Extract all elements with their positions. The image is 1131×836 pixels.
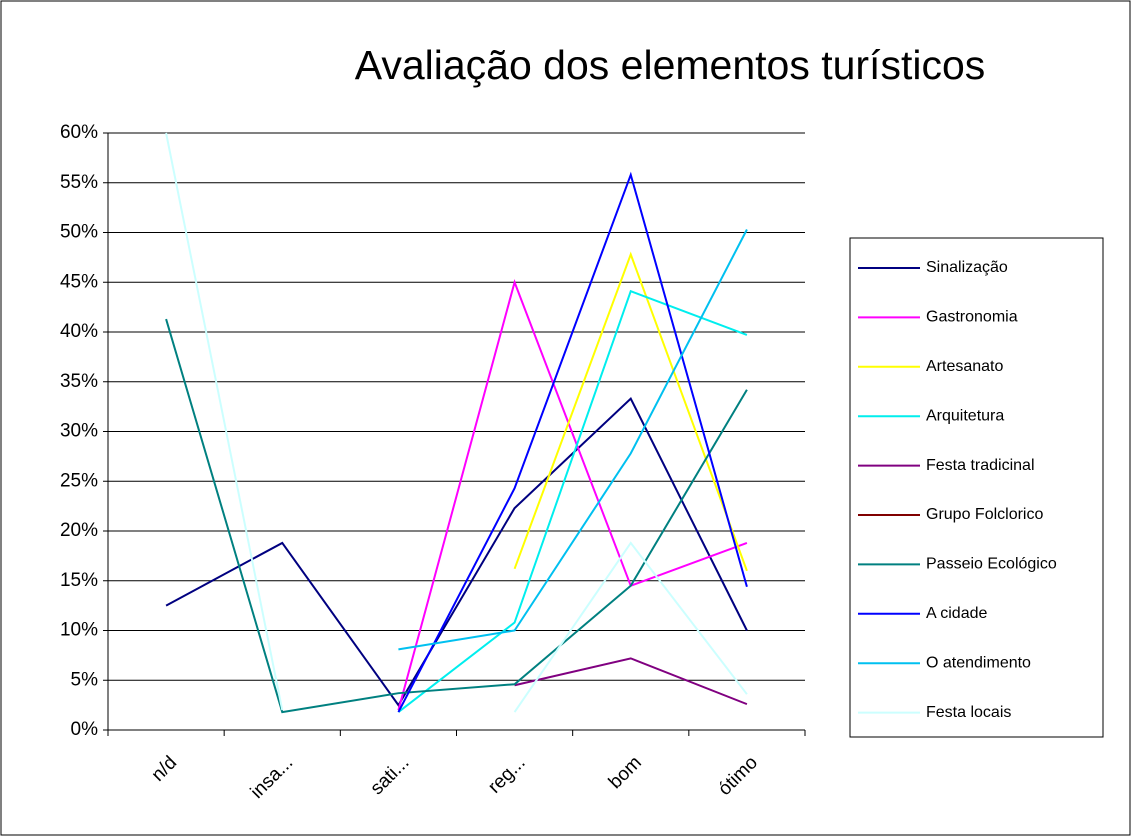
y-tick-label: 15%: [60, 570, 98, 591]
legend-label: Passeio Ecológico: [926, 556, 1057, 573]
legend-label: Artesanato: [926, 358, 1003, 375]
chart-title: Avaliação dos elementos turísticos: [355, 42, 986, 88]
y-tick-label: 20%: [60, 520, 98, 541]
series-line: [397, 279, 748, 711]
series-line: [513, 541, 748, 713]
legend-label: Festa tradicinal: [926, 457, 1035, 474]
legend-label: Gastronomia: [926, 309, 1018, 326]
legend-label: Grupo Folclorico: [926, 506, 1043, 523]
y-tick-label: 50%: [60, 222, 98, 243]
series-line: [514, 657, 748, 706]
series-line: [165, 132, 284, 711]
y-tick-label: 30%: [60, 421, 98, 442]
legend-label: Sinalização: [926, 259, 1008, 276]
legend-label: Arquitetura: [926, 407, 1004, 424]
y-tick-label: 60%: [60, 122, 98, 143]
y-tick-label: 5%: [71, 669, 99, 690]
y-tick-label: 0%: [71, 719, 99, 740]
y-tick-label: 40%: [60, 321, 98, 342]
y-tick-label: 35%: [60, 371, 98, 392]
legend-box: [849, 237, 1104, 738]
y-tick-label: 10%: [60, 620, 98, 641]
legend-label: O atendimento: [926, 654, 1031, 671]
legend-label: Festa locais: [926, 704, 1011, 721]
series-line: [165, 318, 748, 714]
series-line: [397, 171, 748, 713]
series-line: [397, 289, 748, 713]
y-tick-label: 55%: [60, 172, 98, 193]
series-line: [513, 251, 748, 572]
y-tick-label: 25%: [60, 470, 98, 491]
series-line: [165, 397, 748, 707]
y-tick-label: 45%: [60, 271, 98, 292]
legend-label: A cidade: [926, 605, 987, 622]
series-line: [398, 229, 748, 651]
